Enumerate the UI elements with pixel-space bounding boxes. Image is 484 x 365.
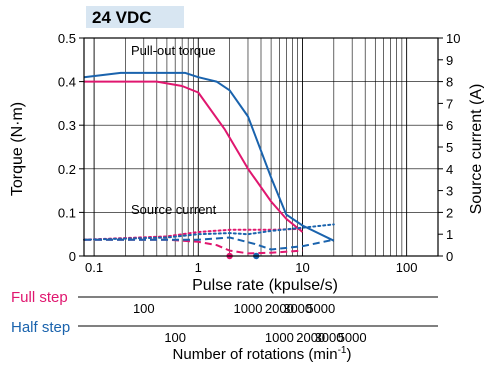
y-right-tick-label: 10 <box>446 31 460 46</box>
y-right-tick-label: 6 <box>446 118 453 133</box>
current-dotted-series <box>83 227 304 241</box>
half-step-tick-label: 5000 <box>338 330 367 345</box>
half-step-tick-label: 1000 <box>265 330 294 345</box>
chart-labels: Pulse rate (kpulse/s) Torque (N·m) Sourc… <box>9 43 484 294</box>
voltage-badge: 24 VDC <box>86 6 184 28</box>
y-left-tick-label: 0 <box>69 249 76 264</box>
y-right-tick-label: 1 <box>446 227 453 242</box>
x-tick-label: 1 <box>195 260 202 275</box>
torque-solid-series <box>83 71 335 242</box>
y-left-tick-label: 0.2 <box>58 162 76 177</box>
half-step-tick-label: 3000 <box>315 330 344 345</box>
half-step-tick-label: 100 <box>164 330 186 345</box>
y-right-tick-label: 5 <box>446 140 453 155</box>
full-step-tick-label: 3000 <box>283 301 312 316</box>
rotations-axis-title: Number of rotations (min-1) <box>173 345 352 363</box>
half-step-tick-label: 2000 <box>296 330 325 345</box>
y-right-tick-label: 3 <box>446 184 453 199</box>
y-right-tick-label: 4 <box>446 162 453 177</box>
x-tick-label: 100 <box>396 260 418 275</box>
full-step-tick-label: 5000 <box>306 301 335 316</box>
y-axis-left-label: Torque (N·m) <box>9 102 26 196</box>
y-left-tick-label: 0.1 <box>58 205 76 220</box>
y-right-tick-label: 0 <box>446 249 453 264</box>
y-axis-right-label: Source current (A) <box>468 84 484 215</box>
source-current-annotation: Source current <box>131 202 217 217</box>
y-right-tick-label: 8 <box>446 75 453 90</box>
y-right-tick-label: 9 <box>446 53 453 68</box>
voltage-badge-label: 24 VDC <box>92 8 152 27</box>
rotations-title-sup: -1 <box>338 345 347 356</box>
full-step-tick-label: 1000 <box>234 301 263 316</box>
y-left-tick-label: 0.4 <box>58 75 76 90</box>
y-right-tick-label: 2 <box>446 205 453 220</box>
full-step-label: Full step <box>11 289 68 306</box>
chart-grid <box>84 38 439 256</box>
rotations-title-main: Number of rotations (min <box>173 346 338 363</box>
half-step-label: Half step <box>11 319 70 336</box>
x-tick-label: 0.1 <box>85 260 103 275</box>
current-dotted-series <box>83 223 335 241</box>
current-dashed-series <box>84 236 335 251</box>
x-tick-label: 10 <box>295 260 309 275</box>
pull-out-torque-annotation: Pull-out torque <box>131 43 216 58</box>
y-left-tick-label: 0.3 <box>58 118 76 133</box>
full-step-tick-label: 2000 <box>265 301 294 316</box>
rotations-title-close: ) <box>346 346 351 363</box>
full-step-tick-label: 100 <box>133 301 155 316</box>
chart-ticks: 0.1 1 10 100 0 0.1 0.2 0.3 0.4 0.5 0 1 2 3 4 5 6 7 8 9 10 <box>58 31 461 275</box>
torque-solid-series <box>84 80 304 233</box>
y-left-tick-label: 0.5 <box>58 31 76 46</box>
chart-series <box>83 71 335 260</box>
rotation-axes: Full step Half step Number of rotations … <box>11 289 438 363</box>
x-axis-label: Pulse rate (kpulse/s) <box>192 277 338 294</box>
y-right-tick-label: 7 <box>446 96 453 111</box>
